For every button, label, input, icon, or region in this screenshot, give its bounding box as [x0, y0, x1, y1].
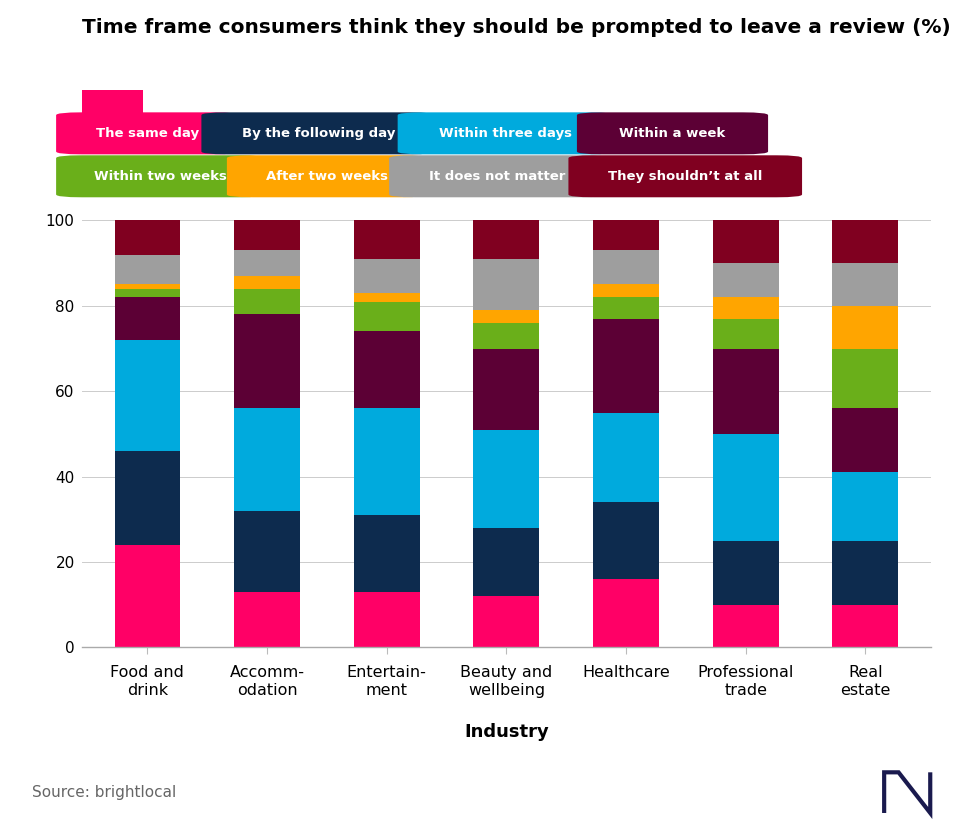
Bar [713, 434, 779, 540]
X-axis label: Industry: Industry [464, 723, 549, 741]
Bar [832, 540, 899, 605]
Bar [114, 297, 180, 340]
Bar [234, 510, 300, 592]
Bar [354, 515, 420, 592]
Bar [593, 579, 659, 647]
Bar [354, 221, 420, 259]
Bar [473, 323, 540, 349]
Bar [234, 408, 300, 510]
Text: The same day: The same day [96, 127, 199, 139]
Bar [593, 319, 659, 413]
Bar [473, 349, 540, 430]
Bar [114, 289, 180, 297]
Text: After two weeks: After two weeks [266, 170, 388, 183]
Text: Within two weeks: Within two weeks [94, 170, 227, 183]
Bar [114, 340, 180, 451]
Bar [832, 408, 899, 472]
Bar [354, 331, 420, 408]
FancyBboxPatch shape [227, 155, 426, 198]
Bar [832, 349, 899, 408]
Text: Time frame consumers think they should be prompted to leave a review (%): Time frame consumers think they should b… [82, 18, 950, 37]
Bar [354, 408, 420, 515]
Bar [713, 540, 779, 605]
Bar [713, 605, 779, 647]
Bar [593, 502, 659, 579]
Bar [114, 545, 180, 647]
Bar [713, 263, 779, 297]
FancyBboxPatch shape [568, 155, 802, 198]
Text: Within three days: Within three days [440, 127, 572, 139]
Text: Within a week: Within a week [619, 127, 726, 139]
Bar [234, 251, 300, 276]
Text: They shouldn’t at all: They shouldn’t at all [608, 170, 762, 183]
Bar [593, 251, 659, 285]
Bar [114, 285, 180, 289]
Bar [593, 297, 659, 319]
Bar [473, 596, 540, 647]
Bar [593, 413, 659, 502]
Bar [713, 297, 779, 319]
FancyBboxPatch shape [397, 112, 614, 154]
Text: By the following day: By the following day [242, 127, 395, 139]
Bar [114, 255, 180, 285]
Bar [473, 430, 540, 528]
FancyBboxPatch shape [56, 112, 239, 154]
FancyBboxPatch shape [202, 112, 435, 154]
Bar [713, 319, 779, 349]
Bar [832, 221, 899, 263]
Bar [354, 301, 420, 331]
Bar [593, 221, 659, 251]
Bar [82, 90, 143, 115]
Bar [832, 472, 899, 540]
Bar [832, 305, 899, 349]
FancyBboxPatch shape [577, 112, 768, 154]
Bar [114, 221, 180, 255]
Bar [593, 285, 659, 297]
Bar [832, 263, 899, 305]
Bar [713, 349, 779, 434]
Bar [473, 259, 540, 310]
Bar [234, 276, 300, 289]
Bar [234, 592, 300, 647]
Text: Source: brightlocal: Source: brightlocal [32, 785, 176, 800]
Text: It does not matter: It does not matter [429, 170, 565, 183]
Bar [234, 289, 300, 315]
Bar [114, 451, 180, 545]
FancyBboxPatch shape [56, 155, 264, 198]
Bar [354, 592, 420, 647]
Bar [473, 221, 540, 259]
Bar [832, 605, 899, 647]
Bar [473, 310, 540, 323]
Bar [354, 259, 420, 293]
Bar [473, 528, 540, 596]
Bar [234, 315, 300, 408]
Bar [234, 221, 300, 251]
Bar [354, 293, 420, 301]
FancyBboxPatch shape [389, 155, 606, 198]
Bar [713, 221, 779, 263]
